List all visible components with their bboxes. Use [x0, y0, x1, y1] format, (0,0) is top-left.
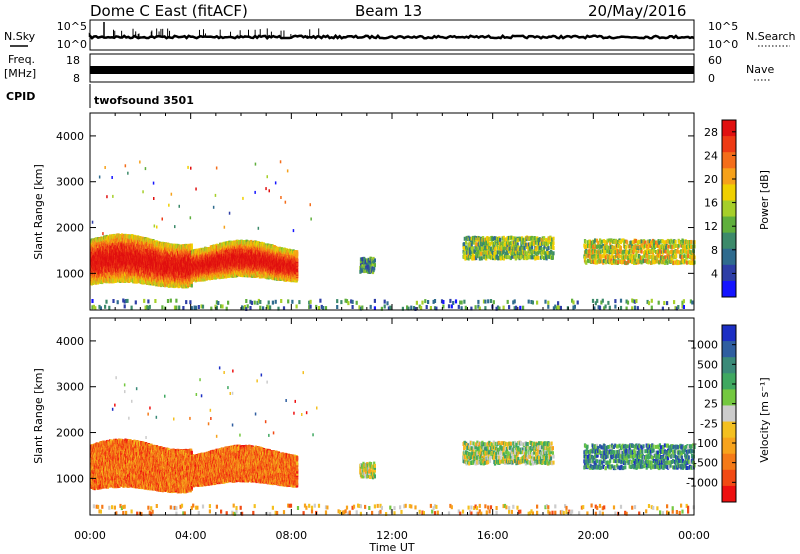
nsky-trace [90, 22, 694, 38]
freq-band [90, 66, 694, 74]
freq-tick-bottom: 8 [73, 72, 80, 85]
nsky-line [90, 36, 694, 38]
nsky-label: N.Sky [4, 30, 36, 43]
nsearch-label: N.Search [746, 30, 796, 43]
nave-tick-top: 60 [708, 54, 722, 67]
cpid-value: twofsound 3501 [94, 94, 194, 107]
date-title: 20/May/2016 [588, 2, 686, 20]
cpid-label: CPID [6, 90, 35, 103]
beam-title: Beam 13 [355, 2, 422, 20]
freq-label: Freq. [8, 53, 35, 66]
freq-tick-top: 18 [66, 54, 80, 67]
rti-figure: Dome C East (fitACF) Beam 13 20/May/2016… [0, 0, 800, 554]
nave-label: Nave [746, 63, 774, 76]
nave-tick-bottom: 0 [708, 72, 715, 85]
station-title: Dome C East (fitACF) [90, 2, 248, 20]
freq-unit-label: [MHz] [4, 67, 36, 80]
nsearch-tick-bottom: 10^0 [708, 38, 738, 51]
nsearch-tick-top: 10^5 [708, 20, 738, 33]
nsky-tick-bottom: 10^0 [57, 38, 87, 51]
freq-trace [90, 66, 694, 74]
nsky-strip [90, 20, 694, 50]
power-data [90, 160, 696, 311]
nsky-tick-top: 10^5 [57, 20, 87, 33]
